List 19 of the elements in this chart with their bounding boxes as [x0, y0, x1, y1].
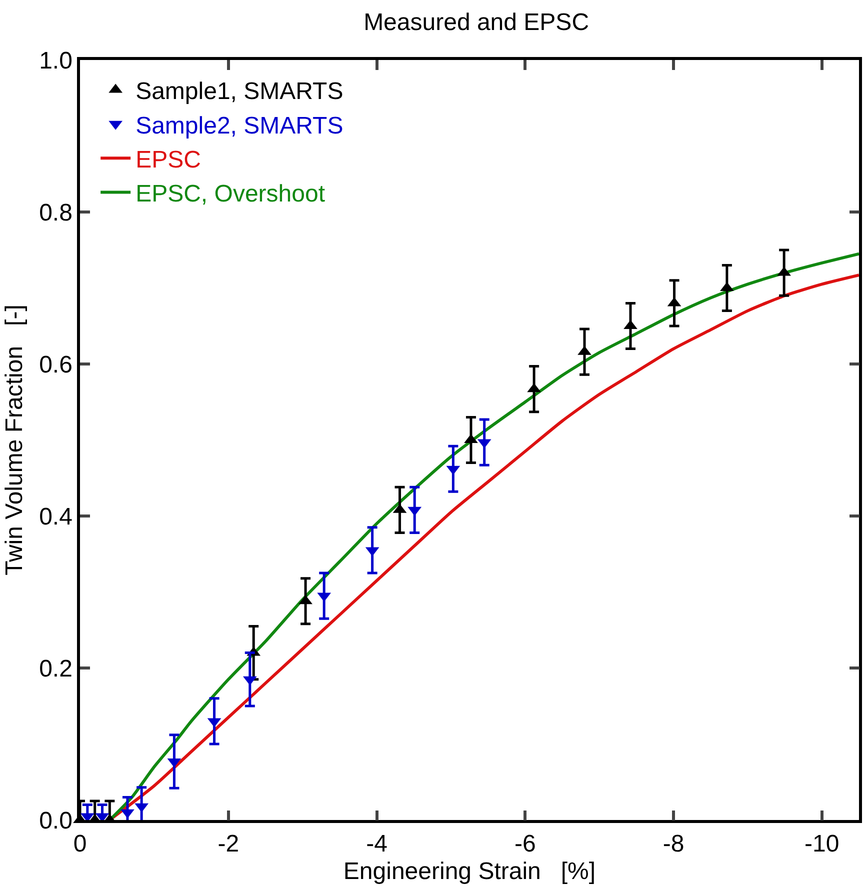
x-tick-label: -6	[514, 830, 536, 858]
chart-title: Measured and EPSC	[364, 9, 590, 36]
x-tick-label: -10	[804, 830, 840, 858]
legend-label: Sample1, SMARTS	[136, 78, 344, 106]
x-tick-label: -2	[218, 830, 240, 858]
x-tick-label: 0	[73, 830, 87, 858]
y-tick-label: 0.6	[39, 351, 72, 378]
y-tick-label: 0.4	[39, 503, 72, 530]
y-axis-title: Twin Volume Fraction [-]	[1, 304, 28, 576]
y-tick-label: 0.2	[39, 655, 72, 682]
legend-label: EPSC	[136, 146, 201, 174]
legend-label: Sample2, SMARTS	[136, 112, 344, 140]
x-axis-title: Engineering Strain [%]	[343, 858, 596, 885]
y-tick-label: 0.8	[39, 199, 72, 226]
y-tick-label: 0.0	[39, 807, 72, 834]
y-tick-label: 1.0	[39, 47, 72, 74]
x-tick-label: -8	[662, 830, 684, 858]
legend-label: EPSC, Overshoot	[136, 180, 326, 208]
x-tick-label: -4	[366, 830, 388, 858]
